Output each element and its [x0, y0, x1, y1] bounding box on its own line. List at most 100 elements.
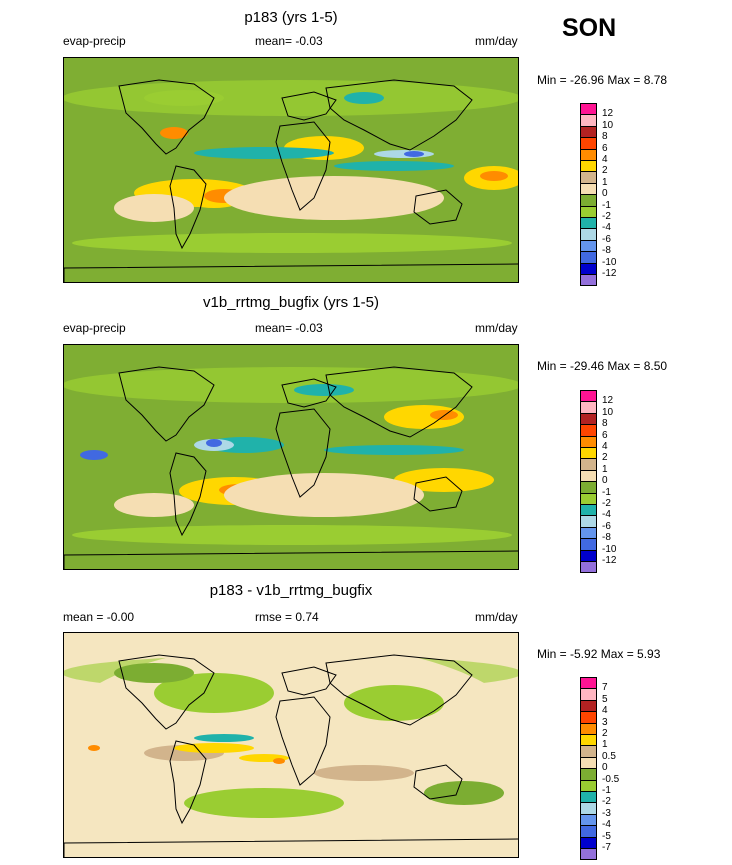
- map-field-zone: [194, 734, 254, 742]
- colorbar-tick-label: -4: [602, 222, 611, 234]
- colorbar-tick-label: 0: [602, 762, 608, 774]
- colorbar-tick-label: 1: [602, 739, 608, 751]
- season-label: SON: [562, 14, 617, 42]
- colorbar-tick-label: 12: [602, 108, 614, 120]
- coastline: [64, 550, 518, 569]
- colorbar-tick-label: 0.5: [602, 750, 616, 762]
- map-field-zone: [194, 147, 334, 159]
- colorbar-tick-label: -6: [602, 233, 611, 245]
- colorbar-tick-label: 4: [602, 705, 608, 717]
- coastline: [275, 121, 331, 211]
- colorbar-swatch: [580, 561, 597, 574]
- map-field-zone: [72, 525, 512, 545]
- map-field-zone: [114, 663, 194, 683]
- colorbar-tick-label: -2: [602, 211, 611, 222]
- coastline: [118, 79, 215, 155]
- coastline: [64, 838, 518, 857]
- colorbar-tick-label: 6: [602, 429, 608, 441]
- colorbar-tick-label: 2: [602, 165, 608, 177]
- map-field-zone: [334, 161, 454, 171]
- map-field-zone: [72, 233, 512, 253]
- map-field-zone: [114, 194, 194, 222]
- coastline: [413, 764, 463, 800]
- colorbar-tick-label: 8: [602, 131, 608, 143]
- colorbar-tick-label: -2: [602, 498, 611, 509]
- map-field-zone: [206, 439, 222, 447]
- map-field-zone: [430, 410, 458, 420]
- coastline: [325, 654, 473, 726]
- coastline: [281, 378, 337, 408]
- panel-2-variable-label: evap-precip: [63, 321, 126, 335]
- colorbar-swatch: [580, 274, 597, 287]
- map-field-zone: [394, 468, 494, 492]
- panel-2-map: [63, 344, 519, 570]
- coastline: [413, 476, 463, 512]
- map-field-zone: [344, 92, 384, 104]
- map-field-zone: [184, 788, 344, 818]
- colorbar-tick-label: 2: [602, 728, 608, 739]
- panel-2-minmax: Min = -29.46 Max = 8.50: [537, 359, 668, 373]
- colorbar-tick-label: -1: [602, 199, 611, 211]
- panel-3-title: p183 - v1b_rrtmg_bugfix: [209, 582, 373, 599]
- colorbar-tick-label: 8: [602, 418, 608, 430]
- map-field-zone: [324, 445, 464, 455]
- coastline: [413, 189, 463, 225]
- map-field-zone: [424, 781, 504, 805]
- map-field-zone: [344, 685, 444, 721]
- coastline: [169, 452, 207, 537]
- map-field-zone: [174, 743, 254, 753]
- colorbar-tick-label: -10: [602, 543, 617, 555]
- colorbar-tick-label: -0.5: [602, 773, 620, 785]
- colorbar-tick-label: 0: [602, 475, 608, 487]
- map-field-zone: [224, 176, 444, 220]
- colorbar-tick-label: -4: [602, 509, 611, 521]
- coastline: [275, 408, 331, 498]
- coastline: [169, 740, 207, 825]
- coastline: [281, 666, 337, 696]
- colorbar-tick-label: -5: [602, 830, 611, 842]
- panel-3-units-label: mm/day: [475, 610, 518, 624]
- colorbar-tick-label: 10: [602, 406, 614, 418]
- coastline: [325, 366, 473, 438]
- colorbar-tick-label: -6: [602, 520, 611, 532]
- colorbar-tick-label: -1: [602, 785, 611, 796]
- panel-1-variable-label: evap-precip: [63, 34, 126, 48]
- coastline: [275, 696, 331, 786]
- panel-1-minmax: Min = -26.96 Max = 8.78: [537, 73, 668, 87]
- map-field-zone: [144, 90, 224, 106]
- colorbar-tick-label: 3: [602, 716, 608, 728]
- panel-1-map: [63, 57, 519, 283]
- panel-1-mean-label: mean= -0.03: [255, 34, 323, 48]
- colorbar-tick-label: 1: [602, 176, 608, 188]
- colorbar-tick-label: -10: [602, 256, 617, 268]
- colorbar-tick-label: -7: [602, 842, 611, 853]
- map-field-zone: [88, 745, 100, 751]
- colorbar-tick-label: -3: [602, 807, 611, 819]
- panel-3-minmax: Min = -5.92 Max = 5.93: [537, 647, 661, 661]
- map-field-zone: [114, 493, 194, 517]
- map-field-zone: [64, 367, 518, 403]
- colorbar-tick-label: -8: [602, 245, 611, 257]
- map-field-zone: [480, 171, 508, 181]
- map-field-zone: [160, 127, 188, 139]
- map-field-zone: [64, 80, 518, 116]
- coastline: [118, 366, 215, 442]
- panel-2-units-label: mm/day: [475, 321, 518, 335]
- colorbar-tick-label: -12: [602, 555, 617, 566]
- colorbar-tick-label: 4: [602, 441, 608, 452]
- colorbar-tick-label: -1: [602, 486, 611, 498]
- map-field-zone: [80, 450, 108, 460]
- map-field-zone: [154, 673, 274, 713]
- colorbar-tick-label: 4: [602, 154, 608, 165]
- colorbar-swatch: [580, 848, 597, 861]
- colorbar-tick-label: 6: [602, 142, 608, 154]
- panel-2-title: v1b_rrtmg_bugfix (yrs 1-5): [203, 294, 379, 311]
- colorbar-tick-label: -12: [602, 268, 617, 279]
- coastline: [169, 165, 207, 250]
- map-field-zone: [294, 384, 354, 396]
- panel-3-map: [63, 632, 519, 858]
- panel-3-rmse-label: rmse = 0.74: [255, 610, 319, 624]
- panel-1-units-label: mm/day: [475, 34, 518, 48]
- coastline: [281, 91, 337, 121]
- colorbar-tick-label: 7: [602, 682, 608, 694]
